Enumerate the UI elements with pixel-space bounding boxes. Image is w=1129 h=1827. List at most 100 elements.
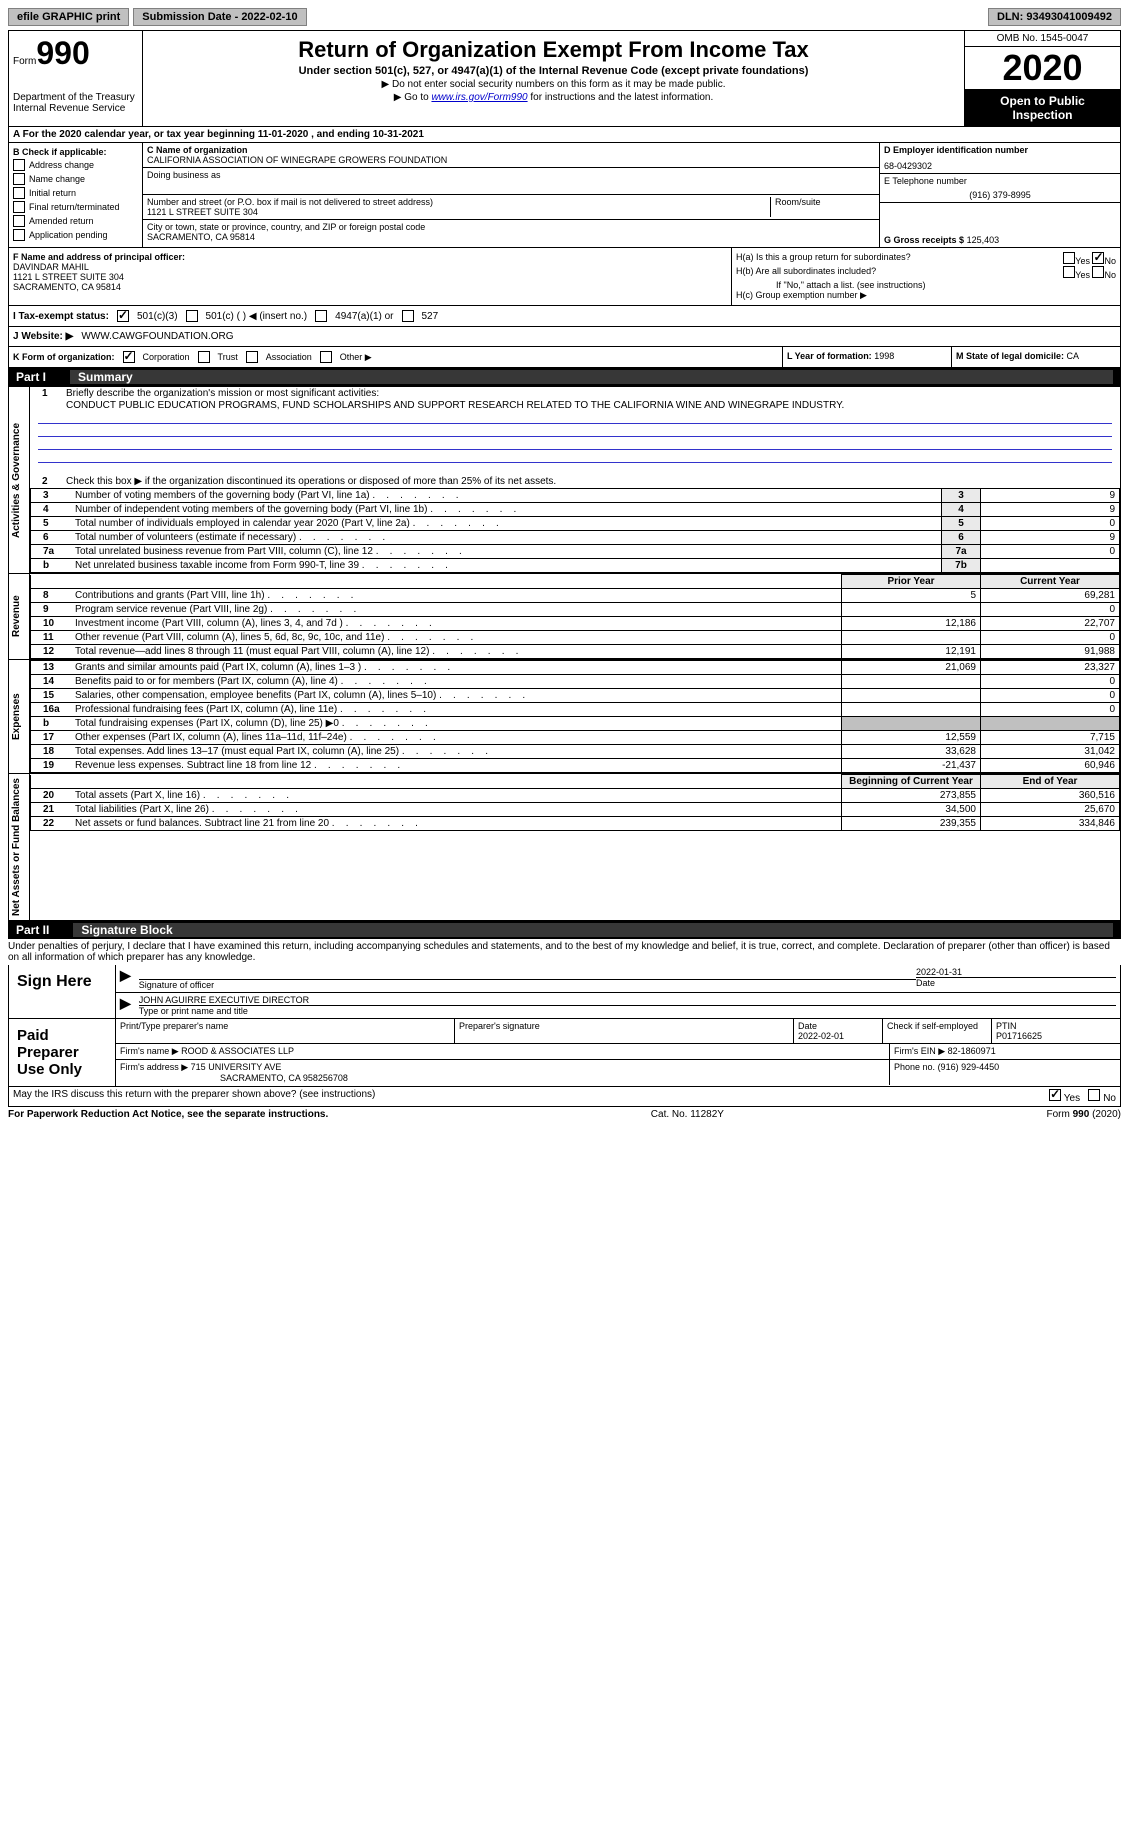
city-state-zip: SACRAMENTO, CA 95814: [147, 232, 875, 242]
checkbox-amended[interactable]: [13, 215, 25, 227]
checkbox-name-change[interactable]: [13, 173, 25, 185]
officer-addr2: SACRAMENTO, CA 95814: [13, 282, 727, 292]
cb-other[interactable]: [320, 351, 332, 363]
gross-value: 125,403: [967, 235, 1000, 245]
submission-date: Submission Date - 2022-02-10: [133, 8, 306, 26]
tax-status-label: I Tax-exempt status:: [13, 311, 109, 322]
room-suite-label: Room/suite: [771, 197, 875, 217]
website-row: J Website: ▶ WWW.CAWGFOUNDATION.ORG: [8, 327, 1121, 347]
checkbox-final-return[interactable]: [13, 201, 25, 213]
footer: For Paperwork Reduction Act Notice, see …: [8, 1107, 1121, 1122]
revenue-section: Revenue Prior YearCurrent Year8Contribut…: [8, 574, 1121, 660]
open-public-badge: Open to Public Inspection: [965, 90, 1120, 126]
mission-line: [38, 450, 1112, 463]
gross-label: G Gross receipts $: [884, 235, 964, 245]
subtitle: Under section 501(c), 527, or 4947(a)(1)…: [151, 65, 956, 77]
part1-header: Part I Summary: [8, 368, 1121, 386]
section-b-label: B Check if applicable:: [13, 147, 138, 157]
may-irs-row: May the IRS discuss this return with the…: [8, 1087, 1121, 1107]
side-governance: Activities & Governance: [9, 387, 30, 573]
prep-name-label: Print/Type preparer's name: [116, 1019, 455, 1043]
ptin-value: P01716625: [996, 1031, 1042, 1041]
top-bar: efile GRAPHIC print Submission Date - 20…: [8, 8, 1121, 26]
form-label: Form: [13, 56, 36, 67]
ha-no[interactable]: [1092, 252, 1104, 264]
checkbox-address-change[interactable]: [13, 159, 25, 171]
dept-treasury: Department of the Treasury: [13, 92, 138, 103]
hb-no[interactable]: [1092, 266, 1104, 278]
cb-501c3[interactable]: [117, 310, 129, 322]
ein-label: D Employer identification number: [884, 145, 1116, 155]
ha-yes[interactable]: [1063, 252, 1075, 264]
paid-prep-label: Paid Preparer Use Only: [9, 1019, 116, 1086]
type-name-label: Type or print name and title: [139, 1005, 1116, 1016]
side-revenue: Revenue: [9, 574, 30, 659]
hb-yes[interactable]: [1063, 266, 1075, 278]
checkbox-pending[interactable]: [13, 229, 25, 241]
q2-label: Check this box ▶ if the organization dis…: [66, 476, 1116, 487]
city-label: City or town, state or province, country…: [147, 222, 875, 232]
fgh-row: F Name and address of principal officer:…: [8, 248, 1121, 306]
state-domicile: CA: [1067, 351, 1080, 361]
officer-label: F Name and address of principal officer:: [13, 252, 727, 262]
efile-button[interactable]: efile GRAPHIC print: [8, 8, 129, 26]
self-employed: Check if self-employed: [883, 1019, 992, 1043]
part2-header: Part II Signature Block: [8, 921, 1121, 939]
netassets-section: Net Assets or Fund Balances Beginning of…: [8, 774, 1121, 921]
declaration-text: Under penalties of perjury, I declare th…: [8, 939, 1121, 965]
hc-label: H(c) Group exemption number ▶: [736, 290, 1116, 301]
dba-label: Doing business as: [147, 170, 875, 180]
footer-right: Form 990 (2020): [1047, 1109, 1121, 1120]
form-org-label: K Form of organization:: [13, 352, 115, 362]
may-irs-no[interactable]: [1088, 1089, 1100, 1101]
revenue-table: Prior YearCurrent Year8Contributions and…: [30, 574, 1120, 659]
sign-here-label: Sign Here: [9, 965, 116, 1018]
checkbox-initial-return[interactable]: [13, 187, 25, 199]
info-grid: B Check if applicable: Address change Na…: [8, 143, 1121, 248]
ein-value: 68-0429302: [884, 161, 1116, 171]
cb-trust[interactable]: [198, 351, 210, 363]
street-address: 1121 L STREET SUITE 304: [147, 207, 766, 217]
signature-block: Sign Here ▶ Signature of officer 2022-01…: [8, 965, 1121, 1019]
expenses-table: 13Grants and similar amounts paid (Part …: [30, 660, 1120, 773]
hb-label: H(b) Are all subordinates included?: [736, 266, 876, 280]
tax-year: 2020: [965, 47, 1120, 90]
ha-label: H(a) Is this a group return for subordin…: [736, 252, 911, 266]
footer-center: Cat. No. 11282Y: [651, 1109, 724, 1120]
tel-value: (916) 379-8995: [884, 190, 1116, 200]
tel-label: E Telephone number: [884, 176, 1116, 186]
may-irs-yes[interactable]: [1049, 1089, 1061, 1101]
klm-row: K Form of organization: Corporation Trus…: [8, 347, 1121, 368]
arrow-icon: ▶: [120, 995, 131, 1016]
cb-527[interactable]: [402, 310, 414, 322]
netassets-table: Beginning of Current YearEnd of Year20To…: [30, 774, 1120, 831]
mission-line: [38, 411, 1112, 424]
firm-addr: 715 UNIVERSITY AVE: [191, 1062, 282, 1072]
firm-ein: 82-1860971: [948, 1046, 996, 1056]
q1-label: Briefly describe the organization's miss…: [66, 388, 1116, 399]
cb-corp[interactable]: [123, 351, 135, 363]
org-name: CALIFORNIA ASSOCIATION OF WINEGRAPE GROW…: [147, 155, 875, 165]
website-label: J Website: ▶: [13, 331, 73, 342]
arrow-icon: ▶: [120, 967, 131, 990]
mission-text: CONDUCT PUBLIC EDUCATION PROGRAMS, FUND …: [30, 400, 1120, 411]
officer-name: DAVINDAR MAHIL: [13, 262, 727, 272]
footer-left: For Paperwork Reduction Act Notice, see …: [8, 1109, 328, 1120]
addr-label: Number and street (or P.O. box if mail i…: [147, 197, 766, 207]
form-number: 990: [36, 35, 89, 71]
irs-link[interactable]: www.irs.gov/Form990: [431, 92, 527, 103]
firm-name: ROOD & ASSOCIATES LLP: [181, 1046, 294, 1056]
mission-line: [38, 424, 1112, 437]
cb-assoc[interactable]: [246, 351, 258, 363]
instruction-2: ▶ Go to www.irs.gov/Form990 for instruct…: [151, 92, 956, 103]
cb-501c[interactable]: [186, 310, 198, 322]
firm-city: SACRAMENTO, CA 958256708: [120, 1073, 885, 1083]
governance-section: Activities & Governance 1Briefly describ…: [8, 386, 1121, 574]
website-value: WWW.CAWGFOUNDATION.ORG: [81, 331, 233, 342]
cb-4947[interactable]: [315, 310, 327, 322]
sig-officer-label: Signature of officer: [139, 979, 916, 990]
tax-status-row: I Tax-exempt status: 501(c)(3) 501(c) ( …: [8, 306, 1121, 327]
prep-sig-label: Preparer's signature: [455, 1019, 794, 1043]
firm-phone: (916) 929-4450: [938, 1062, 1000, 1072]
prep-date: 2022-02-01: [798, 1031, 844, 1041]
